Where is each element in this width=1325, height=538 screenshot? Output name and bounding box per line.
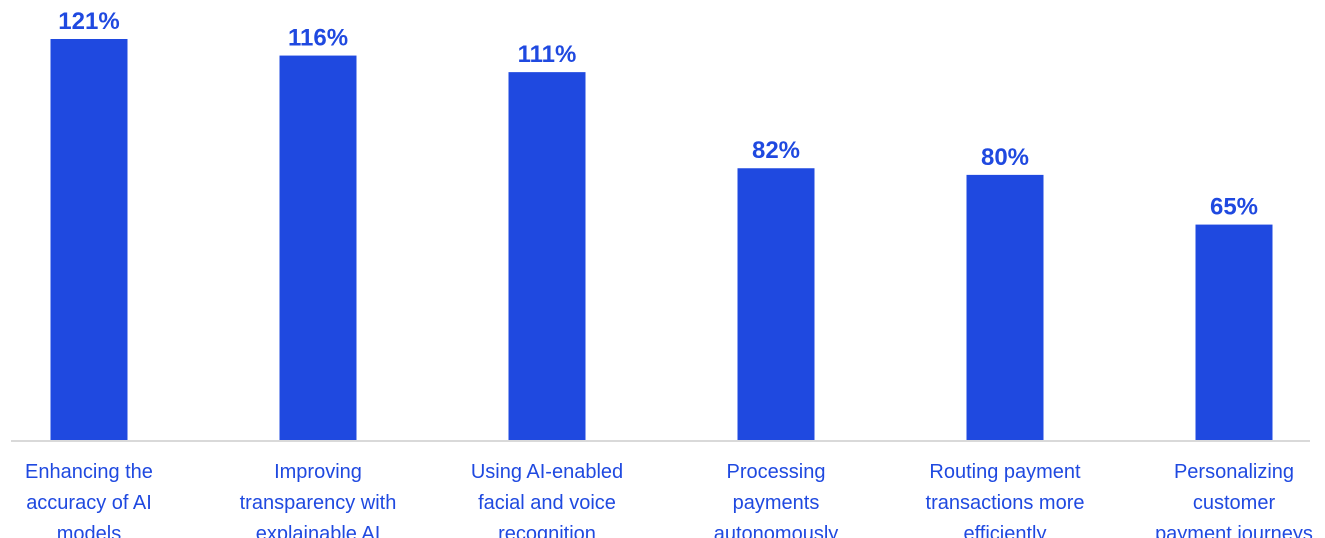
bar-value-label: 65% xyxy=(1210,194,1258,221)
bar xyxy=(50,39,128,440)
category-label-line: customer xyxy=(1193,492,1276,514)
category-label-line: models xyxy=(57,523,121,538)
category-label-line: efficiently xyxy=(963,523,1046,538)
category-label-line: Processing xyxy=(727,461,826,483)
category-label-line: autonomously xyxy=(714,523,839,538)
bar-value-label: 82% xyxy=(752,137,800,164)
category-label-line: Enhancing the xyxy=(25,461,153,483)
category-label-line: transparency with xyxy=(240,492,397,514)
category-label-line: accuracy of AI xyxy=(26,492,152,514)
category-label-line: payment journeys xyxy=(1155,523,1313,538)
bar xyxy=(508,72,586,440)
bar-value-label: 121% xyxy=(58,8,119,35)
category-label-line: recognition xyxy=(498,523,596,538)
category-label-line: Using AI-enabled xyxy=(471,461,623,483)
category-label-line: Improving xyxy=(274,461,362,483)
bar-value-label: 111% xyxy=(518,41,577,68)
value-labels-group: 121% 116% 111% 82% 80% 65% xyxy=(58,8,1258,221)
bar xyxy=(966,174,1044,440)
category-label-line: Routing payment xyxy=(929,461,1081,483)
bar xyxy=(1195,224,1273,440)
category-label: Using AI-enabled facial and voice recognit… xyxy=(471,461,623,538)
category-label: Routing payment transactions more efficien… xyxy=(926,461,1085,538)
category-label: Processing payments autonomously xyxy=(714,461,839,538)
category-label-line: facial and voice xyxy=(478,492,616,514)
category-label: Improving transparency with explainable AI xyxy=(240,461,397,538)
category-label-line: transactions more xyxy=(926,492,1085,514)
category-label-line: explainable AI xyxy=(256,523,381,538)
bar xyxy=(737,168,815,441)
category-label-line: Personalizing xyxy=(1174,461,1294,483)
category-labels-group: Enhancing the accuracy of AI models Improvi… xyxy=(25,461,1313,538)
bars-group xyxy=(50,39,1273,441)
bar xyxy=(279,55,357,440)
category-label: Enhancing the accuracy of AI models xyxy=(25,461,153,538)
category-label-line: payments xyxy=(733,492,820,514)
category-label: Personalizing customer payment journeys xyxy=(1155,461,1313,538)
bar-value-label: 80% xyxy=(981,144,1029,171)
bar-value-label: 116% xyxy=(288,25,348,52)
